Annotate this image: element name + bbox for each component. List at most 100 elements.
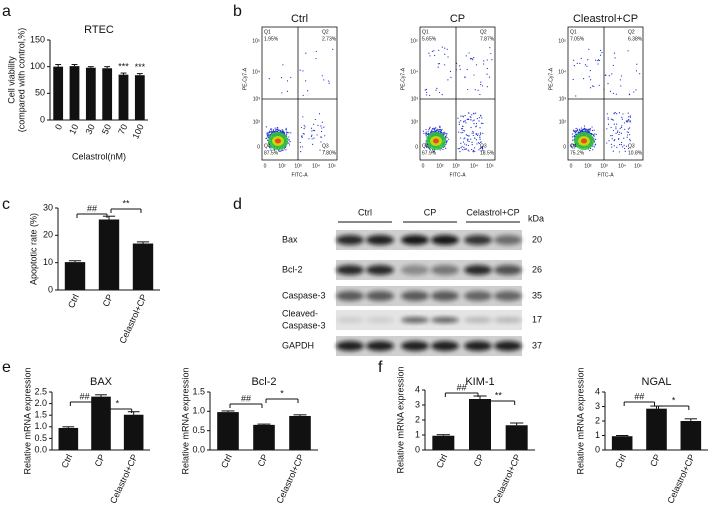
flow-dot [429, 55, 431, 57]
blot-band [401, 291, 429, 301]
flow-dot [478, 120, 480, 122]
flow-dot [626, 145, 628, 147]
flow-dot [423, 132, 425, 135]
quadrant-name: Q2 [322, 29, 329, 35]
y-tick-label: 0.5 [192, 425, 205, 435]
blot-band [431, 291, 459, 301]
flow-dot [585, 128, 587, 130]
flow-dot [433, 54, 436, 57]
flow-dot [476, 143, 478, 145]
flow-dot [301, 146, 304, 148]
y-tick-label: 10² [411, 119, 419, 125]
flow-dot [590, 132, 592, 135]
flow-dot [627, 121, 629, 123]
flow-density [433, 138, 439, 144]
flow-dot [439, 130, 441, 132]
flow-dot [266, 132, 268, 134]
error-bar [68, 260, 82, 263]
blot-band [366, 265, 394, 275]
flow-dot [425, 145, 428, 147]
flow-dot [592, 134, 594, 136]
flow-dot [315, 50, 317, 53]
flow-dot [573, 143, 575, 145]
panel-letter: c [2, 196, 10, 213]
flow-dot [481, 85, 484, 87]
flow-dot [303, 128, 305, 130]
flow-dot [445, 144, 447, 146]
flow-dot [571, 136, 574, 138]
flow-dot [323, 150, 325, 152]
flow-dot [610, 118, 612, 120]
flow-dot [460, 142, 462, 145]
flow-dot [475, 139, 478, 141]
x-tick-label: 10² [278, 163, 286, 169]
flow-dot [430, 132, 432, 134]
flow-dot [443, 133, 445, 135]
quadrant-value: 1.95% [264, 36, 279, 42]
flow-dot [310, 127, 313, 129]
flow-dot [628, 116, 630, 118]
flow-dot [444, 47, 446, 49]
flow-dot [598, 59, 601, 62]
x-axis-label: FITC-A [597, 172, 614, 178]
x-tick-label: 0 [422, 163, 425, 169]
flow-dot [425, 133, 427, 135]
y-tick-label: 10⁵ [558, 38, 566, 44]
flow-dot [302, 133, 304, 135]
flow-dot [598, 84, 600, 86]
flow-dot [473, 119, 475, 121]
x-tick-label: 10⁵ [634, 163, 642, 169]
y-tick-label: 0 [595, 444, 600, 454]
blot-band [464, 291, 492, 301]
flow-dot [607, 118, 609, 120]
flow-dot [465, 134, 467, 136]
flow-dot [323, 79, 325, 81]
flow-dot [597, 60, 599, 62]
flow-dot [437, 131, 439, 133]
flow-dot [307, 90, 309, 92]
flow-dot [424, 145, 426, 147]
x-tick-label: 100 [130, 123, 145, 141]
flow-dot [584, 127, 586, 129]
bar [469, 399, 491, 450]
flow-dot [573, 65, 575, 67]
significance-label: ## [634, 391, 644, 401]
flow-dot [459, 68, 461, 70]
flow-dot [313, 123, 315, 125]
error-bar [62, 426, 75, 428]
flow-dot [629, 127, 631, 129]
flow-dot [440, 130, 442, 132]
flow-dot [425, 94, 428, 96]
flow-dot [280, 150, 282, 152]
flow-dot [475, 125, 477, 127]
flow-dot [591, 133, 593, 135]
flow-dot [425, 135, 427, 137]
flow-dot [463, 130, 466, 132]
flow-dot [439, 149, 441, 151]
flow-dot [482, 132, 484, 134]
flow-dot [433, 50, 435, 52]
flow-dot [592, 85, 594, 87]
flow-dot [470, 58, 472, 60]
flow-dot [427, 147, 429, 149]
flow-dot [289, 140, 291, 143]
flow-dot [479, 135, 481, 137]
y-axis-label: PE-Cy7-A [400, 67, 406, 90]
flow-dot [300, 151, 302, 153]
flow-dot [481, 147, 483, 149]
flow-dot [435, 129, 437, 131]
blot-band [401, 265, 429, 275]
quadrant-name: Q3 [322, 143, 329, 149]
bar [98, 219, 120, 290]
flow-dot [444, 132, 446, 134]
panel-letter: e [2, 359, 11, 376]
flow-dot [442, 133, 444, 135]
flow-dot [573, 130, 575, 132]
flow-dot [584, 64, 587, 66]
flow-dot [472, 132, 475, 134]
y-tick-label: 0.5 [34, 433, 47, 443]
bar [217, 412, 239, 450]
flow-density [581, 138, 587, 144]
group-label: Ctrl [358, 207, 372, 217]
flow-dot [578, 131, 580, 134]
